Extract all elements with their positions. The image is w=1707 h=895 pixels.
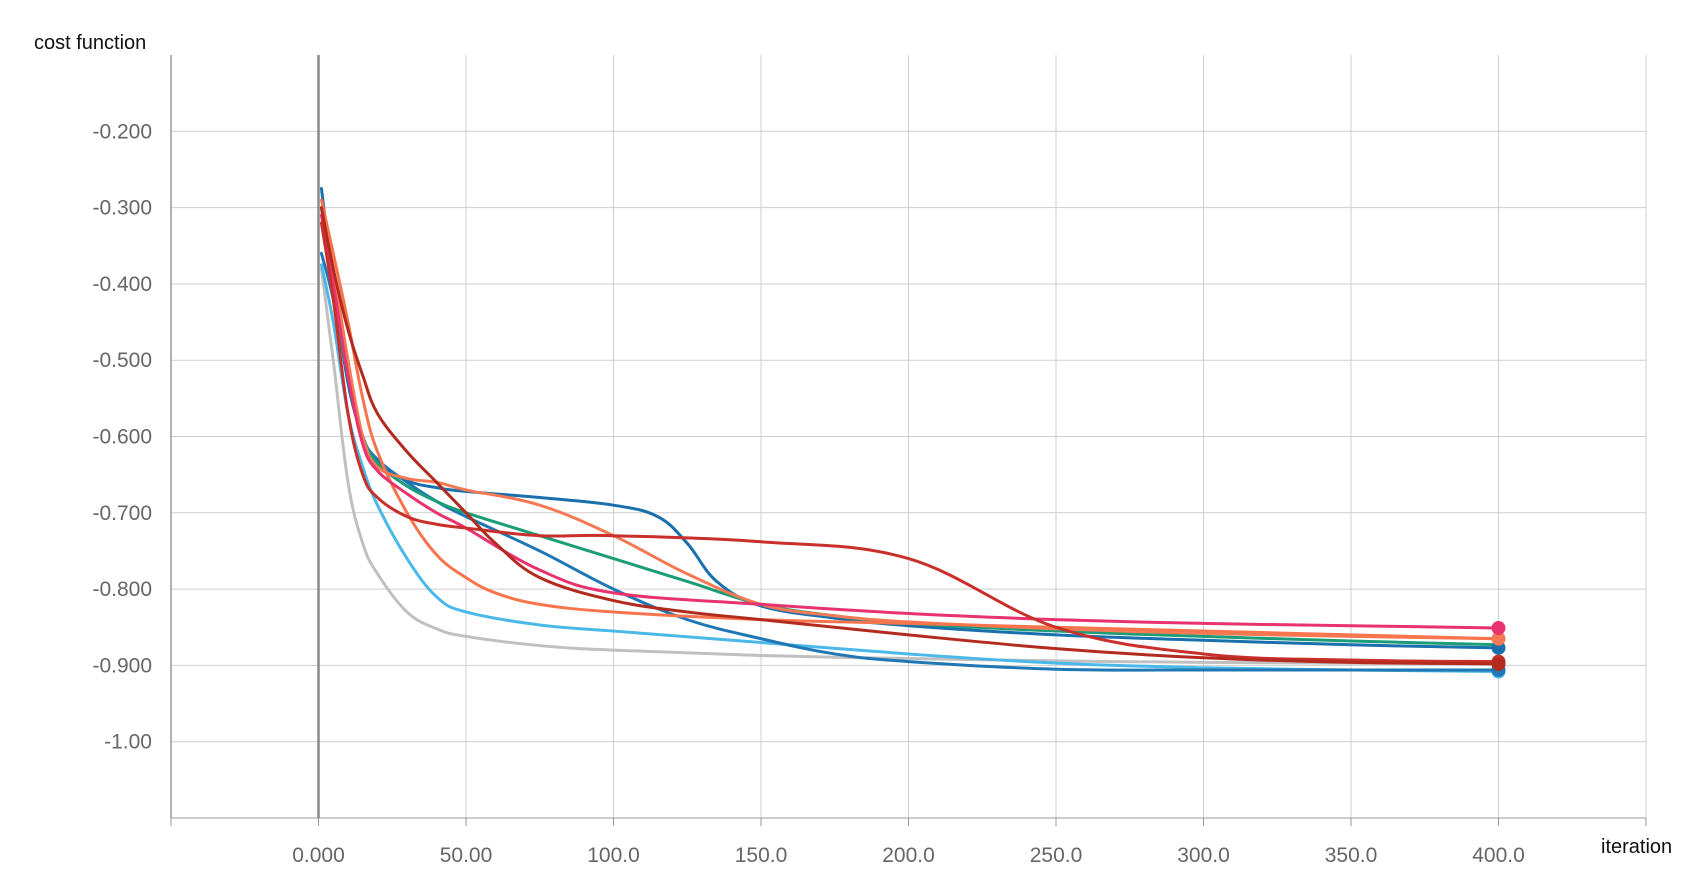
grid (171, 55, 1647, 818)
x-tick-label: 0.000 (292, 844, 345, 867)
x-tick-label: 200.0 (882, 844, 935, 867)
end-markers (1491, 621, 1506, 679)
series-line-4 (319, 187, 1500, 650)
series-lines (319, 187, 1500, 673)
series-line-9 (319, 221, 1500, 664)
x-tick-label: 250.0 (1030, 844, 1083, 867)
series-line-5 (319, 206, 1500, 647)
axes (170, 55, 1647, 826)
series-line-6 (319, 206, 1500, 641)
x-tick-label: 50.00 (440, 844, 493, 867)
y-tick-label: -0.300 (92, 197, 152, 220)
y-tick-label: -0.400 (92, 273, 152, 296)
x-tick-label: 150.0 (735, 844, 788, 867)
y-tick-label: -0.900 (92, 654, 152, 677)
series-end-point-8 (1491, 621, 1506, 636)
series-line-7 (319, 198, 1500, 641)
y-tick-label: -0.800 (92, 578, 152, 601)
series-line-1 (319, 267, 1500, 666)
y-tick-label: -0.600 (92, 426, 152, 449)
tick-labels: 0.000 50.00 100.0 150.0 200.0 250.0 300.0 350.0… (92, 120, 1524, 867)
y-tick-label: -0.500 (92, 349, 152, 372)
x-tick-label: 300.0 (1177, 844, 1230, 867)
y-tick-label: -0.200 (92, 120, 152, 143)
series-line-3 (319, 251, 1500, 672)
y-tick-label: -1.00 (104, 731, 152, 754)
x-tick-label: 100.0 (587, 844, 640, 867)
series-line-10 (319, 206, 1500, 666)
y-axis-title: cost function (34, 32, 146, 54)
x-tick-label: 400.0 (1472, 844, 1525, 867)
series-end-point-10 (1491, 656, 1506, 671)
x-tick-label: 350.0 (1325, 844, 1378, 867)
series-line-8 (319, 213, 1500, 630)
series-line-2 (319, 263, 1500, 673)
x-axis-title: iteration (1601, 836, 1672, 858)
y-tick-label: -0.700 (92, 502, 152, 525)
series-end-point-6 (1491, 631, 1506, 646)
